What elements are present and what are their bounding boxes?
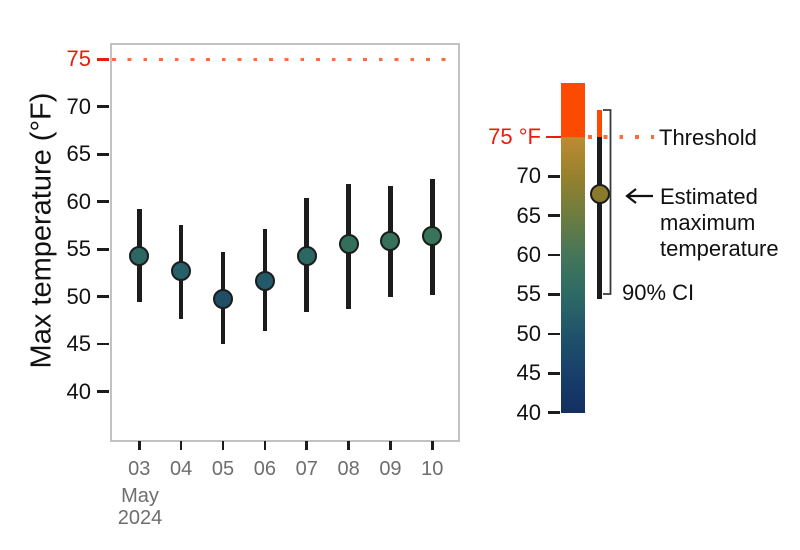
x-tick-label: 03 [128,458,151,480]
left-arrow-icon [625,188,653,204]
data-point [213,288,233,309]
y-tick-label: 70 [66,93,91,119]
legend-tick-mark [548,175,560,178]
legend-tick-label: 75 °F [488,124,541,149]
x-tick-mark [263,441,267,450]
y-tick-label: 40 [66,378,91,404]
x-tick-label: 09 [379,458,402,480]
legend-tick-mark [548,253,560,257]
y-tick-label: 65 [66,141,91,167]
y-tick-label: 75 [66,46,91,72]
legend-tick-label: 70 [516,163,541,189]
x-tick-mark [221,441,225,450]
x-tick-label: 06 [253,458,276,480]
legend-threshold-label: Threshold [659,125,757,150]
y-tick-label: 60 [66,188,91,214]
data-point [380,230,401,251]
legend-tick-label: 45 [516,360,541,386]
data-point [171,261,192,282]
legend-estimate-label: Estimated maximum temperature [660,184,779,261]
y-tick-mark [97,390,109,393]
legend-threshold-dotted-line [588,135,654,139]
y-tick-mark [97,58,109,61]
legend-tick-label: 50 [516,320,541,346]
y-tick-mark [97,342,109,346]
legend-tick-label: 55 [516,281,541,307]
x-tick-label: 07 [295,458,318,480]
data-point [129,245,150,266]
example-estimate-point [589,184,610,205]
y-tick-mark [97,105,109,109]
plot-panel [110,43,460,442]
x-tick-mark [430,441,434,450]
legend-tick-mark [548,293,560,296]
legend-ci-label: 90% CI [622,280,695,305]
data-point [254,271,275,292]
y-axis-title: Max temperature (°F) [25,92,58,369]
y-tick-mark [97,247,109,251]
y-tick-mark [97,295,109,298]
legend-colorbar [561,83,585,413]
legend-tick-mark [546,135,561,139]
x-tick-mark [179,441,183,450]
x-tick-label: 08 [337,458,360,480]
x-tick-label: 05 [211,458,235,480]
data-point [338,234,359,255]
legend-tick-label: 60 [516,242,541,268]
legend-tick-mark [548,214,560,218]
example-ci-above-threshold [597,110,602,137]
x-axis-year-label: 2024 [117,507,163,529]
y-tick-mark [97,152,109,156]
data-point [296,245,317,266]
y-tick-label: 55 [66,236,91,262]
ci-bracket-icon [603,109,612,295]
y-tick-label: 50 [66,283,91,309]
legend-tick-label: 40 [516,399,541,425]
x-axis-month-label: May [121,485,159,507]
x-tick-mark [389,441,392,450]
legend-tick-mark [548,411,560,414]
y-tick-mark [97,200,109,204]
x-tick-label: 10 [421,458,444,480]
example-ci-bar [597,137,602,300]
x-tick-mark [347,441,350,450]
legend-tick-mark [548,371,560,375]
legend-tick-mark [548,332,560,336]
x-tick-label: 04 [170,458,193,480]
data-point [422,225,443,246]
x-tick-mark [305,441,309,450]
x-tick-mark [138,441,141,450]
threshold-line [112,57,456,62]
y-tick-label: 45 [66,331,91,357]
legend-tick-label: 65 [516,202,541,228]
